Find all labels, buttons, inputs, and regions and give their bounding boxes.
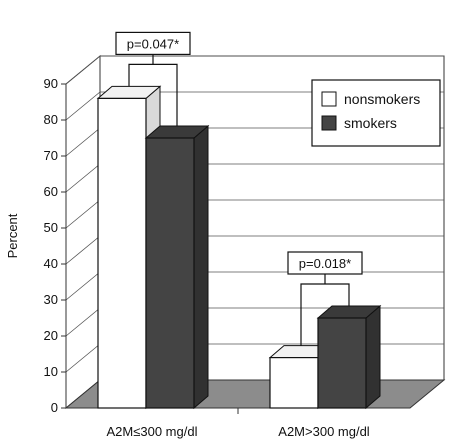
p-value-box (287, 251, 363, 275)
significance-annotation: p=0.018* (287, 251, 363, 346)
y-tick-label: 70 (44, 148, 58, 163)
left-wall (65, 54, 101, 410)
bar-front (269, 357, 319, 409)
x-tick-label: A2M≤300 mg/dl (107, 424, 198, 439)
legend-swatch (321, 91, 337, 107)
bar-front (97, 97, 147, 409)
bar-side (365, 304, 381, 410)
y-tick-label: 20 (44, 328, 58, 343)
bar-front (317, 317, 367, 409)
bar (144, 124, 210, 410)
legend: nonsmokers smokers (311, 79, 441, 147)
y-tick-label: 40 (44, 256, 58, 271)
p-value-label: p=0.047* (127, 36, 179, 51)
y-tick-label: 50 (44, 220, 58, 235)
y-tick-label: 0 (51, 400, 58, 415)
bar (316, 304, 382, 410)
legend-item: smokers (321, 115, 397, 131)
bars (96, 85, 382, 410)
y-tick-label: 80 (44, 112, 58, 127)
y-tick-label: 30 (44, 292, 58, 307)
legend-item: nonsmokers (321, 91, 420, 107)
x-tick-label: A2M>300 mg/dl (278, 424, 370, 439)
bar-front (145, 137, 195, 409)
legend-label: smokers (344, 115, 397, 131)
legend-box (311, 79, 441, 147)
y-tick-label: 90 (44, 76, 58, 91)
legend-label: nonsmokers (344, 91, 420, 107)
bar-side (193, 124, 209, 410)
gridline (65, 55, 444, 85)
p-value-box (115, 31, 191, 56)
p-value-label: p=0.018* (299, 256, 351, 271)
y-tick-label: 10 (44, 364, 58, 379)
annotations: p=0.047* p=0.018* (115, 31, 363, 346)
significance-annotation: p=0.047* (115, 31, 191, 126)
legend-swatch (321, 115, 337, 131)
y-tick-label: 60 (44, 184, 58, 199)
y-axis-label: Percent (5, 213, 20, 258)
